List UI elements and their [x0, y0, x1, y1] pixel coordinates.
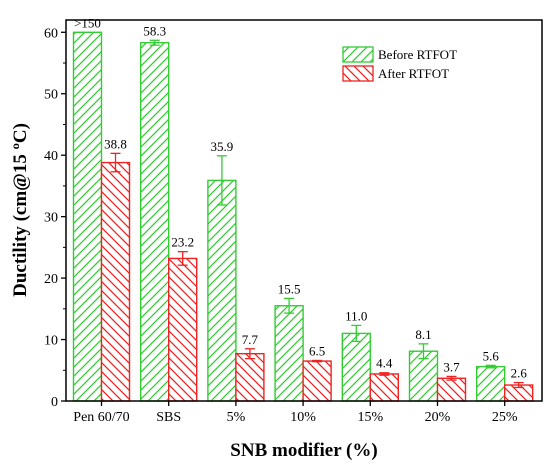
- bar-after-0: [100, 161, 131, 402]
- data-label-before-4: 11.0: [345, 308, 367, 323]
- error-bar-before-6: [485, 364, 496, 369]
- y-tick-label-20: 20: [44, 272, 58, 287]
- data-label-after-5: 3.7: [443, 359, 460, 374]
- plot-frame: [65, 19, 543, 402]
- data-labels-layer: >150 38.8 58.3 23.2 35.9 7.7 15.5 6.5 11.0 4.4 8.1…: [74, 15, 527, 380]
- bar-before-2: [207, 179, 237, 402]
- error-bar-before-1: [149, 39, 160, 46]
- y-axis-title: Ductility (cm@15 ºC): [10, 123, 31, 297]
- y-tick-label-10: 10: [44, 334, 58, 349]
- y-tick-label-50: 50: [44, 88, 58, 103]
- legend: Before RTFOT After RTFOT: [342, 46, 457, 82]
- legend-swatch-after: [342, 65, 374, 82]
- bar-after-3: [302, 360, 332, 402]
- bars-layer: [72, 31, 534, 402]
- error-bar-after-6: [513, 381, 524, 389]
- error-bar-before-5: [418, 343, 429, 360]
- x-tick-label-6: 25%: [492, 410, 518, 425]
- data-label-after-1: 23.2: [171, 235, 194, 250]
- y-tick-label-0: 0: [51, 395, 58, 410]
- bar-after-5: [436, 377, 467, 402]
- y-tick-label-30: 30: [44, 211, 58, 226]
- x-tick-label-2: 5%: [227, 410, 246, 425]
- y-tick-label-60: 60: [44, 26, 58, 41]
- bar-after-1: [167, 257, 198, 402]
- data-label-before-0: >150: [74, 15, 101, 30]
- x-tick-label-5: 20%: [425, 410, 451, 425]
- data-label-before-5: 8.1: [415, 327, 431, 342]
- error-bar-before-4: [351, 324, 362, 343]
- bar-after-4: [369, 373, 399, 402]
- data-label-before-3: 15.5: [278, 281, 301, 296]
- data-label-after-2: 7.7: [242, 332, 259, 347]
- legend-swatch-before: [342, 46, 374, 63]
- x-tick-label-0: Pen 60/70: [73, 410, 129, 425]
- data-label-before-6: 5.6: [483, 348, 500, 363]
- error-bar-after-5: [446, 375, 457, 381]
- bar-before-6: [476, 365, 506, 402]
- error-bar-after-4: [379, 372, 390, 376]
- error-bar-after-2: [244, 348, 255, 360]
- x-tick-label-3: 10%: [290, 410, 316, 425]
- axes-layer: Pen 60/70 SBS 5% 10% 15% 20% 25% 0 10 20 30 40 50 60: [44, 26, 518, 425]
- data-label-before-2: 35.9: [211, 139, 234, 154]
- data-label-after-6: 2.6: [511, 366, 528, 381]
- error-bar-after-0: [110, 152, 121, 173]
- x-tick-label-1: SBS: [156, 410, 181, 425]
- error-bar-before-3: [284, 297, 295, 314]
- x-axis-title: SNB modifier (%): [230, 440, 377, 461]
- data-label-after-0: 38.8: [104, 136, 127, 151]
- legend-label-before: Before RTFOT: [378, 47, 457, 62]
- bar-before-1: [139, 42, 170, 402]
- error-bar-after-1: [177, 251, 188, 266]
- bar-before-4: [341, 332, 371, 402]
- data-label-after-4: 4.4: [376, 356, 393, 371]
- error-bars-layer: [110, 39, 524, 389]
- y-tick-label-40: 40: [44, 149, 58, 164]
- bar-after-2: [235, 352, 265, 402]
- x-tick-label-4: 15%: [357, 410, 383, 425]
- bar-before-0: [72, 31, 103, 402]
- data-label-before-1: 58.3: [143, 23, 166, 38]
- data-label-after-3: 6.5: [309, 343, 325, 358]
- error-bar-after-3: [312, 359, 323, 363]
- legend-label-after: After RTFOT: [378, 66, 449, 81]
- error-bar-before-2: [216, 155, 227, 206]
- bar-before-3: [274, 305, 304, 402]
